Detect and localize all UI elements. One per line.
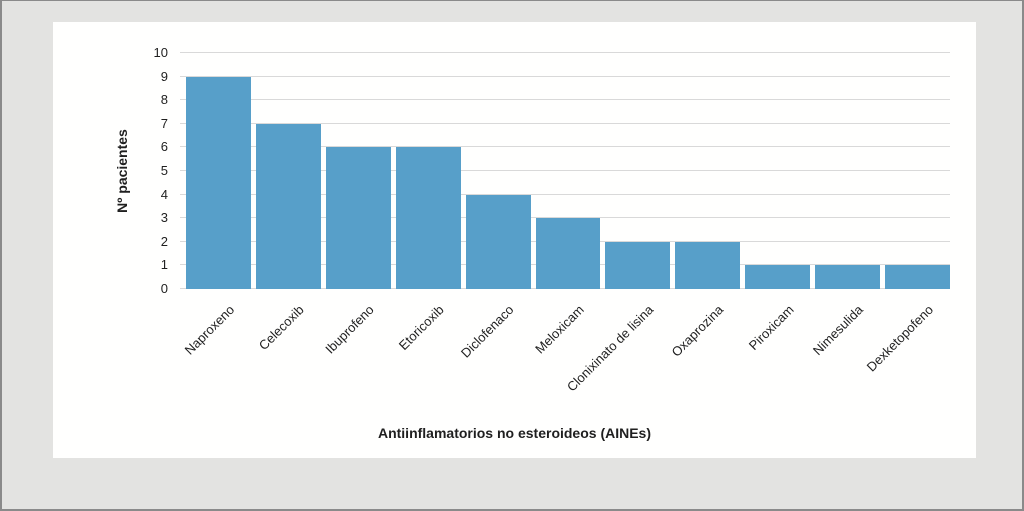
gridline xyxy=(180,217,950,219)
y-tick-label: 7 xyxy=(160,115,168,131)
x-category-label: Etoricoxib xyxy=(395,302,447,353)
gridline xyxy=(180,193,950,195)
plot-area xyxy=(180,52,950,289)
bar xyxy=(255,123,321,289)
bars-container xyxy=(180,53,950,289)
y-tick-label: 4 xyxy=(160,186,168,202)
bar xyxy=(325,147,391,289)
gridline xyxy=(180,99,950,101)
x-category-label: Naproxeno xyxy=(181,302,238,358)
bar xyxy=(395,147,461,289)
y-tick-label: 8 xyxy=(160,92,168,108)
gridline xyxy=(180,52,950,53)
x-category-label: Celecoxib xyxy=(256,302,307,353)
x-category-label: Piroxicam xyxy=(745,302,797,353)
bar xyxy=(535,218,601,289)
y-axis-ticks: 0 1 2 3 4 5 6 7 8 9 10 xyxy=(113,45,168,296)
x-category-label: Dexketopofeno xyxy=(863,302,937,375)
gridline xyxy=(180,122,950,124)
bar xyxy=(745,265,811,289)
x-category-label: Nimesulida xyxy=(810,302,867,359)
chart-panel: Nº pacientes 0 1 2 3 4 5 6 7 8 9 10 Naproxeno Celec… xyxy=(53,22,976,458)
y-tick-label: 9 xyxy=(160,68,168,84)
bar xyxy=(815,265,881,289)
x-axis-title: Antiinflamatorios no esteroideos (AINEs) xyxy=(377,425,652,441)
x-category-label: Ibuprofeno xyxy=(322,302,377,357)
y-tick-label: 5 xyxy=(160,163,168,178)
bar xyxy=(675,241,741,289)
x-axis-labels: Naproxeno Celecoxib Ibuprofeno Etoricoxib Di… xyxy=(180,302,950,428)
y-tick-label: 0 xyxy=(160,281,168,296)
x-category-label: Meloxicam xyxy=(532,302,587,357)
y-tick-label: 1 xyxy=(160,257,168,273)
gridline xyxy=(180,75,950,77)
x-category-label: Oxaprozina xyxy=(668,302,727,360)
y-tick-label: 6 xyxy=(160,139,168,155)
y-tick-label: 2 xyxy=(160,233,168,249)
bar xyxy=(605,241,671,289)
gridline xyxy=(180,146,950,148)
x-category-label: Diclofenaco xyxy=(458,302,517,361)
bar xyxy=(885,265,950,289)
y-tick-label: 3 xyxy=(160,210,168,226)
y-tick-label: 10 xyxy=(153,45,168,60)
bar xyxy=(186,76,251,289)
gridline xyxy=(180,170,950,171)
bar xyxy=(465,194,531,289)
